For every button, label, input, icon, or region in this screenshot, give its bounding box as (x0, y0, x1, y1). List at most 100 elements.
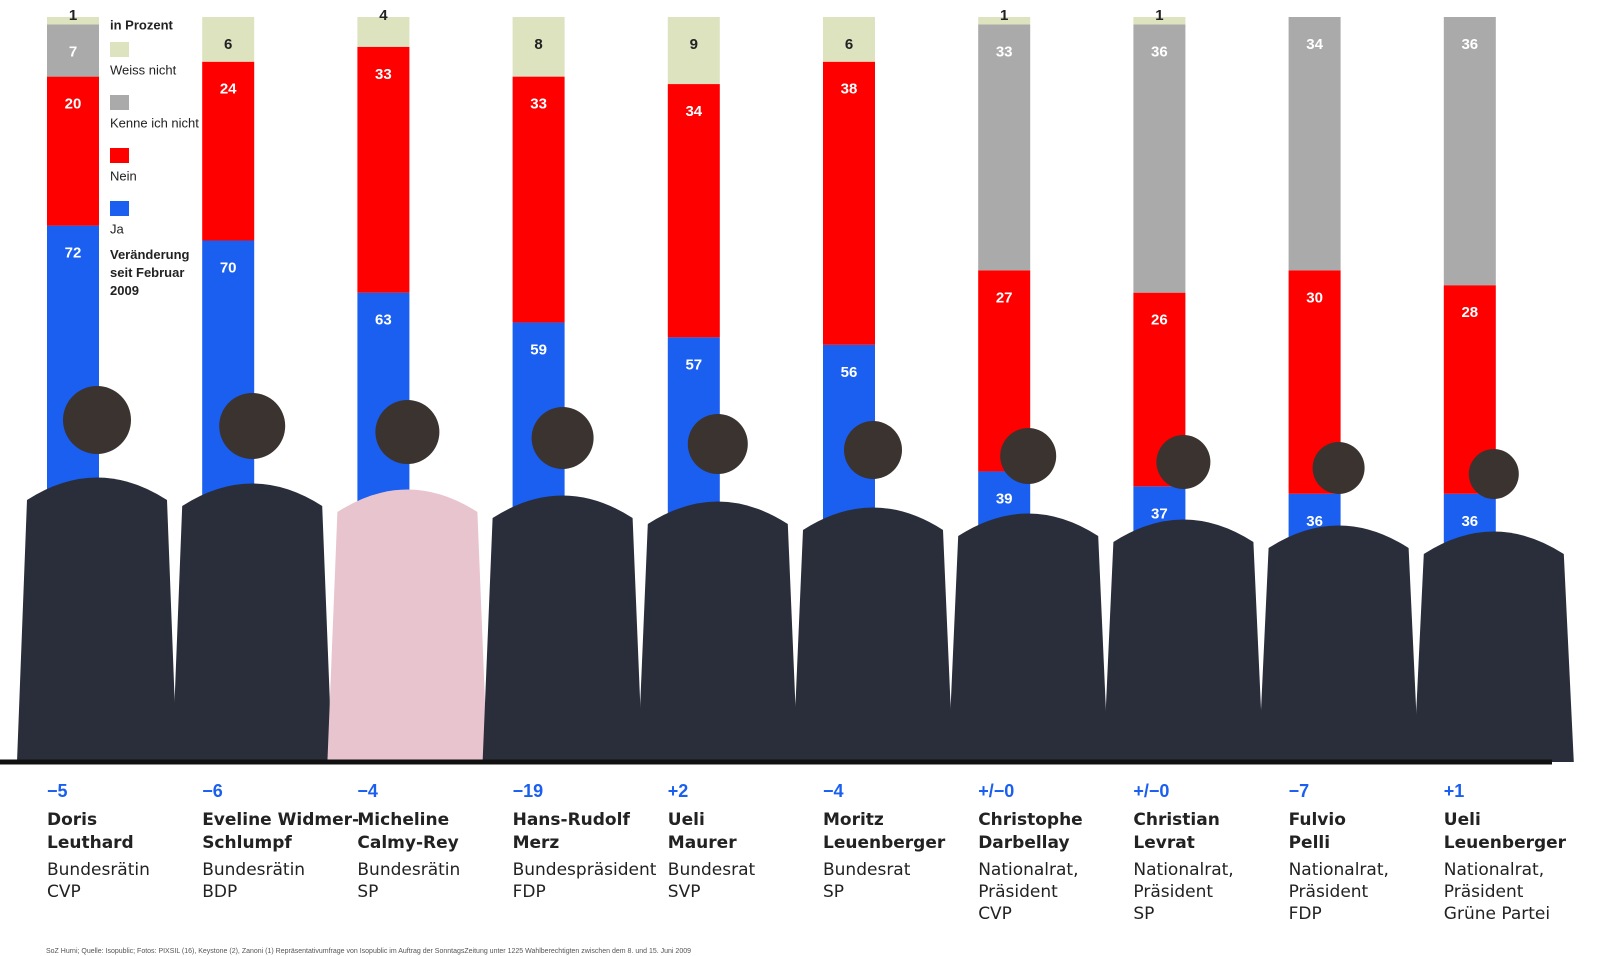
legend-label: Ja (110, 221, 125, 236)
segment-label: 26 (1151, 312, 1168, 329)
person-name: Ueli (668, 810, 705, 830)
person-name: Fulvio (1289, 810, 1346, 830)
segment-label: 70 (220, 259, 237, 276)
legend-swatch (110, 42, 129, 57)
photo-head (1312, 442, 1365, 494)
segment-label: 4 (379, 7, 388, 24)
photo-body (482, 495, 643, 762)
photo-body (172, 483, 333, 762)
person-name: Ueli (1444, 810, 1481, 830)
bar-segment (202, 61, 255, 241)
segment-label: 1 (69, 7, 77, 24)
person-role: Bundesrat (823, 860, 911, 880)
photo-head (844, 421, 902, 479)
bar-segment (667, 17, 720, 85)
change-label: +/−0 (978, 781, 1014, 801)
person-name: Moritz (823, 810, 884, 830)
person-role: Bundesrätin (357, 860, 460, 880)
segment-label: 34 (1306, 36, 1323, 53)
change-label: +1 (1444, 781, 1465, 801)
person-role: Grüne Partei (1444, 904, 1550, 924)
change-label: −4 (823, 781, 844, 801)
photo-head (219, 393, 286, 459)
person-name: Merz (513, 833, 560, 853)
legend-label: Kenne ich nicht (110, 115, 199, 130)
segment-label: 36 (1151, 43, 1168, 60)
segment-label: 36 (1306, 513, 1323, 530)
person-role: SP (1133, 904, 1154, 924)
segment-label: 37 (1151, 505, 1168, 522)
person-role: BDP (202, 882, 237, 902)
bar-segment (357, 17, 410, 47)
segment-label: 1 (1155, 7, 1163, 24)
person-name: Christian (1133, 810, 1219, 830)
person-role: FDP (1289, 904, 1322, 924)
legend-label: Weiss nicht (110, 62, 177, 77)
photo-head (531, 407, 594, 469)
segment-label: 8 (534, 36, 542, 53)
bar-segment (978, 17, 1031, 25)
bar-segment (1133, 24, 1186, 293)
segment-label: 36 (1461, 36, 1478, 53)
person-name: Leuenberger (823, 833, 946, 853)
segment-label: 57 (685, 356, 702, 373)
person-role: Nationalrat, (1133, 860, 1233, 880)
legend-label: Nein (110, 168, 137, 183)
segment-label: 33 (375, 66, 392, 83)
source: SoZ Hurni; Quelle: Isopublic; Fotos: PIX… (46, 948, 691, 955)
bar-segment (357, 46, 410, 293)
bar-segment (1443, 17, 1496, 286)
segment-label: 72 (65, 245, 82, 262)
bar-segment (823, 61, 875, 345)
legend-swatch (110, 148, 129, 163)
photo-head (375, 400, 440, 464)
change-label: +2 (668, 781, 689, 801)
person-role: CVP (978, 904, 1012, 924)
segment-label: 28 (1461, 304, 1478, 321)
change-label: −4 (357, 781, 378, 801)
bar-segment (823, 17, 875, 62)
bar-segment (512, 76, 565, 323)
segment-label: 33 (530, 96, 547, 113)
person-role: Bundesrätin (202, 860, 305, 880)
photo-body (948, 513, 1109, 762)
segment-label: 63 (375, 312, 392, 329)
change-label: +/−0 (1133, 781, 1169, 801)
photo-head (1000, 428, 1057, 484)
segment-label: 6 (845, 36, 853, 53)
person-name: Levrat (1133, 833, 1194, 853)
person-name: Christophe (978, 810, 1083, 830)
photo-body (327, 489, 488, 762)
photo-body (1413, 531, 1574, 762)
change-label: −5 (47, 781, 68, 801)
person-name: Micheline (357, 810, 449, 830)
bar-segment (47, 17, 99, 25)
segment-label: 27 (996, 289, 1013, 306)
photo-body (17, 477, 177, 762)
legend-swatch (110, 201, 129, 216)
person-role: Bundespräsident (513, 860, 657, 880)
person-role: Nationalrat, (1289, 860, 1389, 880)
bar-segment (47, 76, 99, 226)
segment-label: 33 (996, 43, 1013, 60)
person-name: Maurer (668, 833, 737, 853)
segment-label: 6 (224, 36, 232, 53)
person-name: Calmy-Rey (357, 833, 458, 853)
photo-head (1156, 435, 1211, 489)
segment-label: 20 (65, 96, 82, 113)
bar-segment (202, 17, 255, 62)
person-role: Präsident (1133, 882, 1213, 902)
bar-segment (512, 17, 565, 77)
segment-label: 24 (220, 81, 237, 98)
segment-label: 1 (1000, 7, 1008, 24)
segment-label: 38 (841, 81, 858, 98)
person-name: Schlumpf (202, 833, 292, 853)
change-label: −6 (202, 781, 223, 801)
person-role: CVP (47, 882, 81, 902)
segment-label: 39 (996, 490, 1013, 507)
person-name: Pelli (1289, 833, 1330, 853)
photo-head (63, 386, 131, 454)
bar-segment (47, 24, 99, 77)
photo-head (687, 414, 748, 474)
